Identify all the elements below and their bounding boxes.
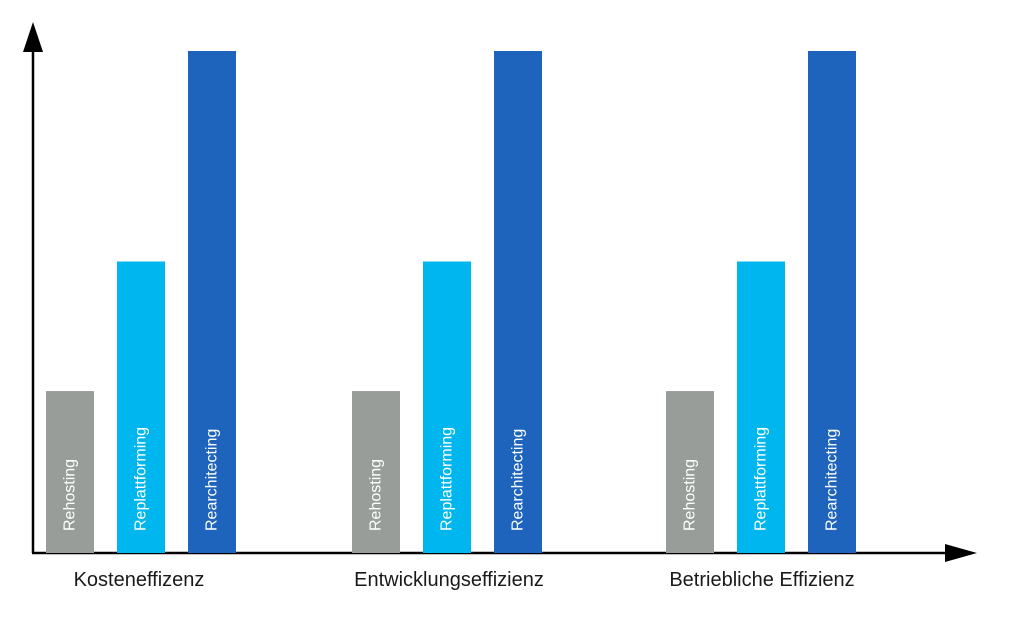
category-label-kosteneffizenz: Kosteneffizenz: [74, 569, 205, 591]
bar-kosteneffizenz-rearchitecting: [188, 51, 236, 553]
category-label-entwicklungseffizienz: Entwicklungseffizienz: [354, 569, 544, 591]
category-labels: Kosteneffizenz Entwicklungseffizienz Betri…: [74, 569, 855, 591]
bar-kosteneffizenz-replattforming: [117, 261, 165, 553]
bar-kosteneffizenz-rehosting: [46, 391, 94, 553]
y-axis: [23, 22, 43, 553]
bar-label-entwicklungseffizienz-rehosting: Rehosting: [368, 459, 385, 531]
x-axis-arrow: [945, 544, 977, 562]
y-axis-arrow: [23, 22, 43, 52]
bar-label-betriebliche-effizienz-replattforming: Replattforming: [753, 427, 770, 531]
bar-betriebliche-effizienz-rehosting: [666, 391, 714, 553]
bar-entwicklungseffizienz-rearchitecting: [494, 51, 542, 553]
bars-layer: Rehosting Replattforming Rearchitecting Reh…: [46, 51, 856, 553]
bar-label-entwicklungseffizienz-rearchitecting: Rearchitecting: [510, 429, 527, 531]
bar-label-kosteneffizenz-rearchitecting: Rearchitecting: [204, 429, 221, 531]
x-axis: [32, 544, 977, 562]
category-label-betriebliche-effizienz: Betriebliche Effizienz: [669, 569, 854, 591]
bar-entwicklungseffizienz-replattforming: [423, 261, 471, 553]
bar-label-betriebliche-effizienz-rearchitecting: Rearchitecting: [824, 429, 841, 531]
bar-label-kosteneffizenz-replattforming: Replattforming: [133, 427, 150, 531]
bar-entwicklungseffizienz-rehosting: [352, 391, 400, 553]
bar-betriebliche-effizienz-rearchitecting: [808, 51, 856, 553]
bar-label-kosteneffizenz-rehosting: Rehosting: [62, 459, 79, 531]
bar-label-betriebliche-effizienz-rehosting: Rehosting: [682, 459, 699, 531]
bar-label-entwicklungseffizienz-replattforming: Replattforming: [439, 427, 456, 531]
bar-betriebliche-effizienz-replattforming: [737, 261, 785, 553]
